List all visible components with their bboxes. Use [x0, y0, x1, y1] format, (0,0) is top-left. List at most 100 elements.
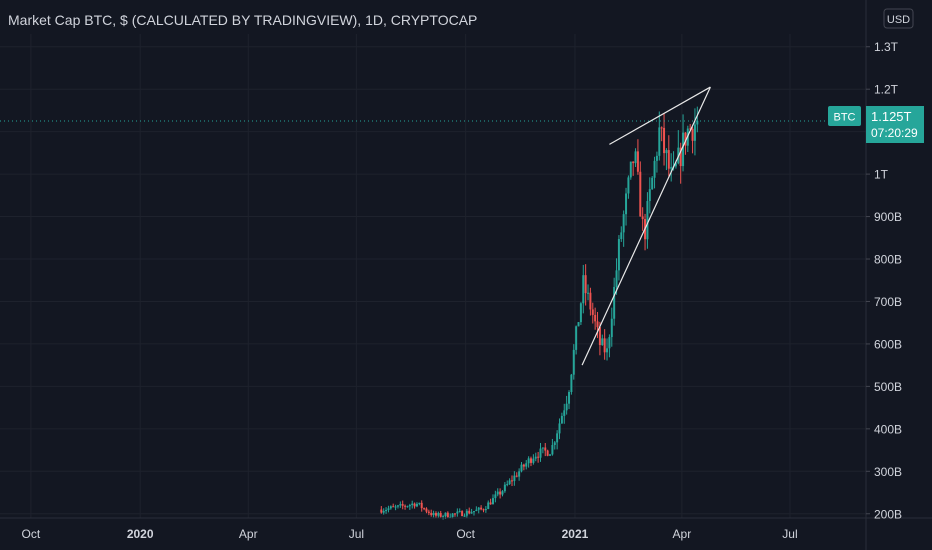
candle-body — [541, 447, 544, 449]
candle-body — [620, 232, 623, 240]
candle-body — [696, 120, 699, 125]
candle-body — [413, 503, 416, 507]
candle-body — [449, 516, 452, 518]
candle-body — [380, 509, 383, 513]
candle-body — [622, 214, 625, 233]
candle-body — [570, 374, 573, 393]
candle-body — [617, 239, 620, 271]
candle-body — [563, 410, 566, 416]
candle-body — [667, 150, 670, 169]
candle-body — [394, 506, 397, 508]
candle-body — [501, 491, 504, 495]
candle-body — [639, 171, 642, 217]
candle-body — [655, 155, 658, 161]
candle-body — [515, 475, 518, 477]
price-tick-label: 900B — [874, 210, 902, 224]
price-axis[interactable]: 200B300B400B500B600B700B800B900B1T1.1T1.… — [866, 40, 902, 521]
candle-body — [387, 508, 390, 510]
wedge-top-line — [609, 86, 711, 145]
candle-body — [556, 433, 559, 443]
candle-body — [527, 458, 530, 464]
candle-body — [653, 160, 656, 178]
candle-body — [632, 161, 635, 164]
candle-body — [658, 127, 661, 156]
candle-body — [587, 292, 590, 294]
price-tick-label: 800B — [874, 253, 902, 267]
candle-body — [594, 314, 597, 322]
price-tag: BTC 1.125T 07:20:29 — [828, 106, 924, 143]
candle-body — [415, 503, 418, 507]
candle-body — [651, 177, 654, 190]
last-price-value: 1.125T — [871, 109, 912, 124]
candle-body — [589, 292, 592, 310]
time-tick-label: Oct — [22, 527, 41, 541]
candle-body — [451, 513, 454, 517]
candle-body — [598, 327, 601, 346]
chart-grid — [0, 34, 866, 518]
time-tick-label: 2021 — [562, 527, 589, 541]
candle-body — [506, 483, 509, 485]
time-tick-label: Jul — [349, 527, 364, 541]
candle-body — [579, 303, 582, 323]
candle-body — [468, 510, 471, 514]
candle-body — [404, 505, 407, 507]
time-tick-label: Apr — [673, 527, 692, 541]
candle-body — [453, 513, 456, 515]
candle-body — [693, 124, 696, 141]
time-tick-label: Jul — [782, 527, 797, 541]
candle-body — [629, 161, 632, 178]
candle-body — [670, 167, 673, 169]
price-tick-label: 300B — [874, 465, 902, 479]
candle-body — [663, 127, 666, 154]
candle-body — [546, 450, 549, 456]
time-axis[interactable]: Oct 2020 Apr Jul Oct 2021 Apr Jul — [22, 527, 798, 541]
candle-body — [510, 480, 513, 482]
candle-body — [470, 512, 473, 514]
candle-body — [606, 348, 609, 353]
candle-body — [660, 127, 663, 129]
candle-body — [430, 512, 433, 516]
candle-body — [477, 507, 480, 510]
currency-button[interactable]: USD — [883, 8, 914, 29]
candle-body — [482, 509, 485, 511]
rising-wedge-drawing[interactable] — [581, 86, 711, 366]
candle-body — [434, 512, 437, 516]
candle-body — [625, 193, 628, 215]
candle-body — [461, 511, 464, 517]
symbol-badge-label: BTC — [834, 112, 856, 124]
candle-body — [456, 511, 459, 514]
candle-body — [582, 275, 585, 304]
candlestick-series — [380, 106, 699, 520]
candle-body — [420, 502, 423, 509]
candle-body — [494, 494, 497, 499]
candle-body — [522, 464, 525, 467]
candle-body — [458, 511, 461, 513]
candle-body — [465, 510, 468, 516]
price-tick-label: 600B — [874, 337, 902, 351]
candle-body — [487, 502, 490, 510]
candle-body — [613, 286, 616, 319]
candle-body — [603, 338, 606, 353]
candle-body — [684, 132, 687, 146]
candle-body — [615, 270, 618, 287]
candle-body — [558, 423, 561, 434]
candle-body — [480, 507, 483, 510]
candle-body — [392, 506, 395, 508]
candle-body — [406, 506, 409, 508]
candle-body — [682, 132, 685, 167]
candle-body — [382, 511, 385, 513]
candle-body — [539, 448, 542, 458]
candle-body — [475, 509, 478, 512]
candle-body — [601, 338, 604, 346]
candle-body — [401, 504, 404, 506]
candle-body — [484, 509, 487, 511]
candle-body — [439, 513, 442, 517]
candle-body — [491, 498, 494, 505]
price-tick-label: 700B — [874, 295, 902, 309]
candle-body — [534, 456, 537, 459]
candle-body — [423, 508, 426, 510]
candle-body — [537, 456, 540, 458]
candle-body — [549, 454, 552, 456]
candle-body — [425, 508, 428, 512]
